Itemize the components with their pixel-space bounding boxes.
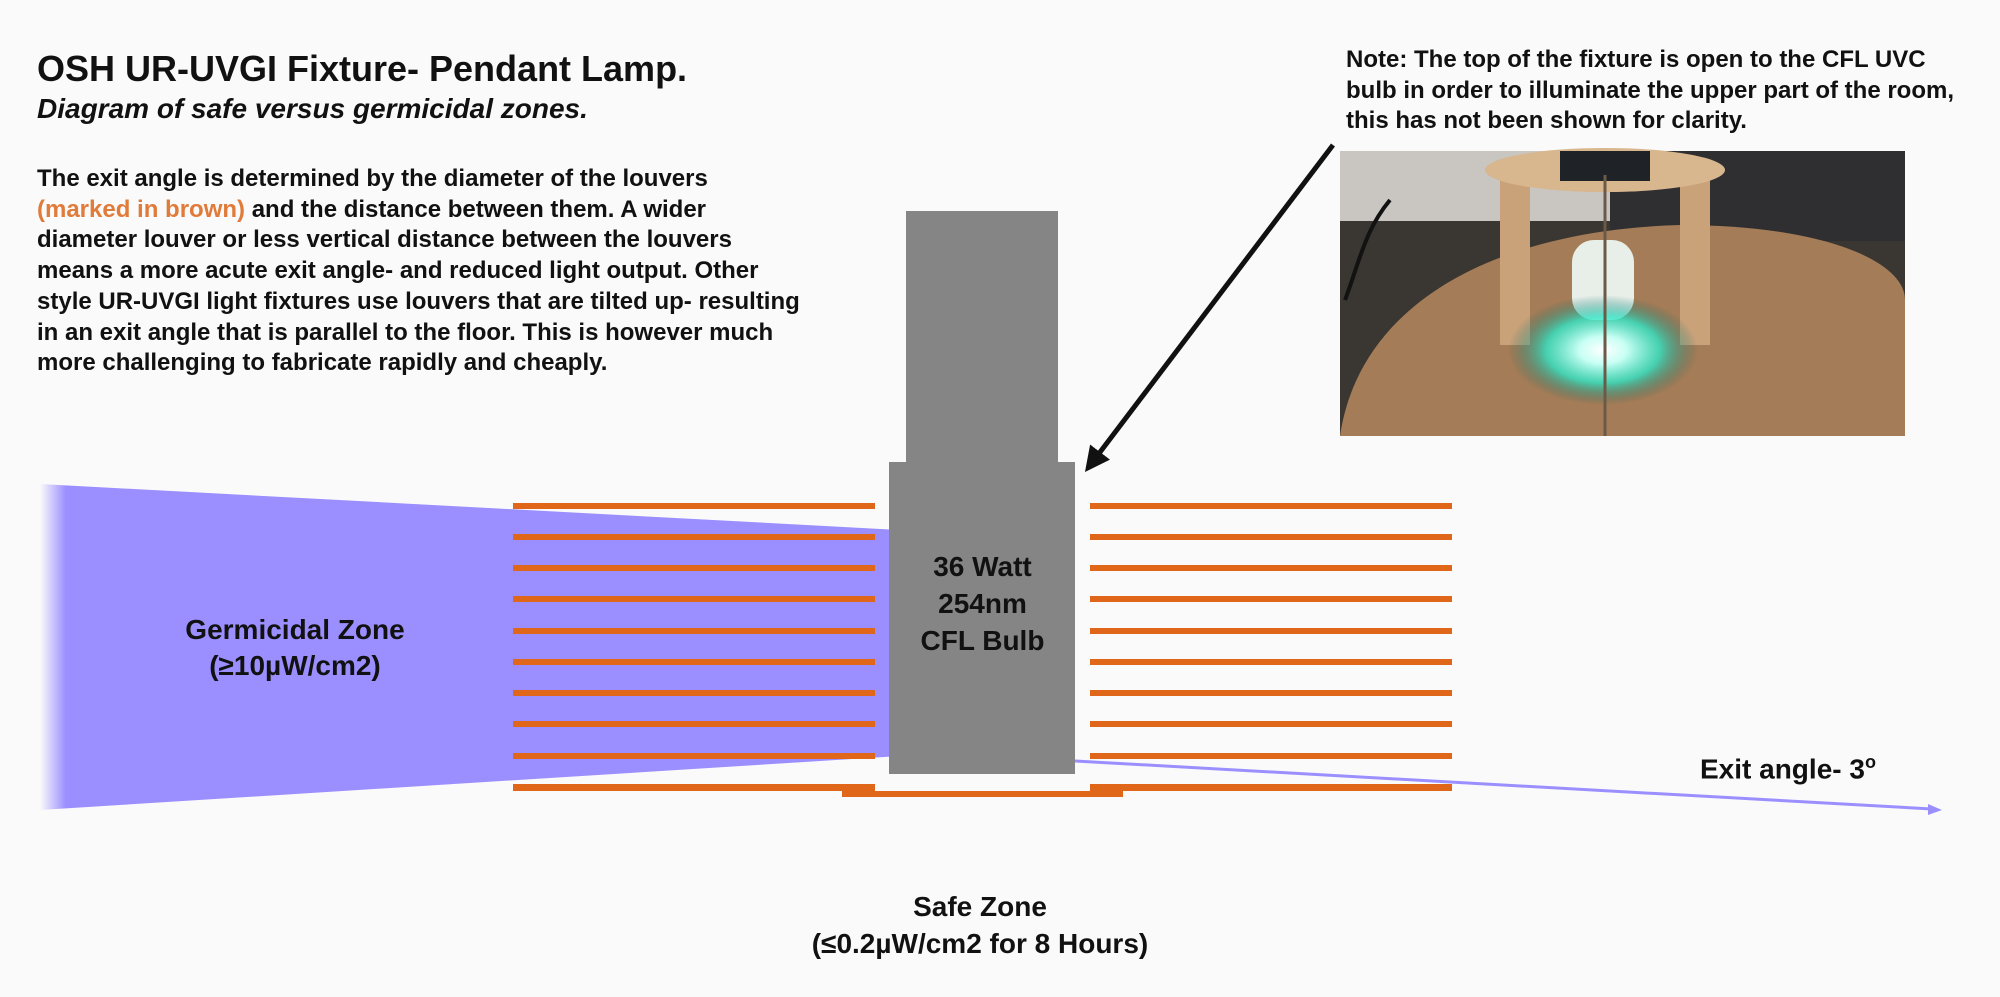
bulb-wattage: 36 Watt [933, 551, 1032, 582]
germicidal-zone-title: Germicidal Zone [185, 614, 405, 645]
germicidal-zone-label: Germicidal Zone (≥10µW/cm2) [150, 612, 440, 684]
description-paragraph: The exit angle is determined by the diam… [37, 164, 807, 379]
louvers-left [513, 503, 875, 791]
exit-angle-text: Exit angle- 3 [1700, 753, 1865, 785]
diagram-title: OSH UR-UVGI Fixture- Pendant Lamp. [37, 48, 688, 89]
exit-angle-ray [1074, 759, 1933, 811]
safe-zone-title: Safe Zone [913, 891, 1047, 922]
diagram-subtitle: Diagram of safe versus germicidal zones. [37, 93, 588, 124]
note-arrow [1084, 143, 1335, 472]
fixture-photo [1340, 148, 1905, 436]
louvers-right [1090, 503, 1452, 791]
description-text-1: The exit angle is determined by the diam… [37, 165, 708, 192]
bulb-label: 36 Watt 254nm CFL Bulb [890, 548, 1075, 659]
bulb-wavelength: 254nm [938, 588, 1027, 619]
exit-angle-label: Exit angle- 3o [1700, 752, 1876, 785]
germicidal-zone-threshold: (≥10µW/cm2) [209, 650, 381, 681]
exit-angle-arrowhead [1928, 804, 1942, 815]
safe-zone-threshold: (≤0.2µW/cm2 for 8 Hours) [811, 928, 1149, 959]
note-text: Note: The top of the fixture is open to … [1346, 46, 1955, 134]
description-highlight: (marked in brown) [37, 195, 246, 223]
cfl-bulb [889, 211, 1075, 774]
safe-zone-label: Safe Zone (≤0.2µW/cm2 for 8 Hours) [760, 888, 1200, 962]
degree-mark: o [1864, 752, 1876, 772]
description-text-2: and the distance between them. A wider d… [37, 195, 800, 377]
fixture-base-tray [842, 787, 1123, 797]
bulb-type: CFL Bulb [920, 625, 1045, 656]
